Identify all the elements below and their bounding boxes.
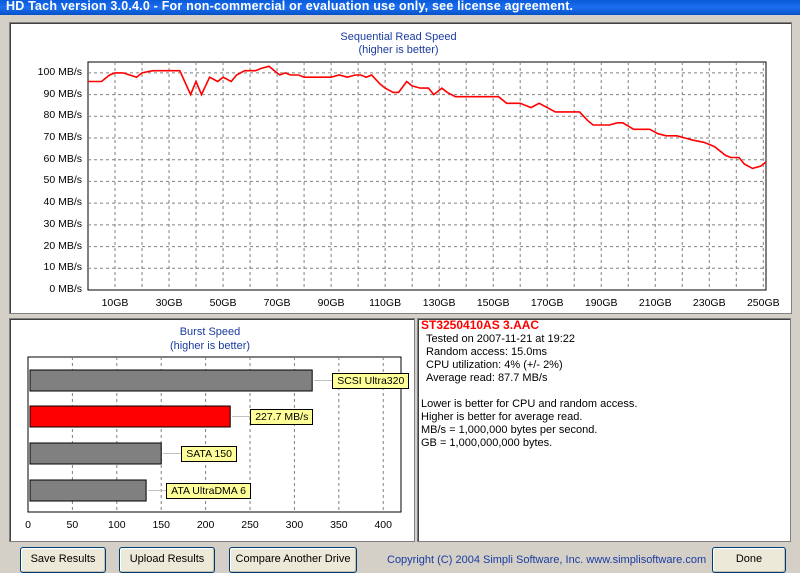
seq-x-tick: 70GB [263, 297, 291, 309]
seq-read-line [88, 65, 767, 170]
seq-x-tick: 250GB [746, 297, 780, 309]
window-title: HD Tach version 3.0.4.0 - For non-commer… [6, 0, 574, 13]
seq-x-tick: 130GB [422, 297, 456, 309]
compare-drive-button[interactable]: Compare Another Drive [229, 547, 357, 573]
drive-model: ST3250410AS 3.AAC [421, 318, 540, 332]
seq-y-tick: 20 MB/s [43, 239, 82, 252]
seq-x-tick: 50GB [209, 297, 237, 309]
info-panel [417, 318, 791, 542]
seq-x-tick: 150GB [476, 297, 510, 309]
note-mbs: MB/s = 1,000,000 bytes per second. [421, 424, 598, 436]
copyright-text: Copyright (C) 2004 Simpli Software, Inc.… [387, 554, 707, 566]
burst-bar [29, 442, 162, 465]
save-results-button[interactable]: Save Results [20, 547, 106, 573]
burst-bar [29, 405, 231, 428]
burst-x-tick: 200 [196, 519, 215, 531]
random-access: Random access: 15.0ms [426, 346, 548, 358]
seq-x-tick: 210GB [638, 297, 672, 309]
burst-x-tick: 300 [285, 519, 304, 531]
burst-bar [29, 369, 313, 392]
burst-x-tick: 400 [374, 519, 392, 531]
burst-x-tick: 150 [152, 519, 170, 531]
seq-x-tick: 230GB [692, 297, 726, 309]
burst-x-tick: 250 [241, 519, 259, 531]
upload-results-button[interactable]: Upload Results [119, 547, 215, 573]
burst-chart-title: Burst Speed [179, 326, 241, 338]
done-button[interactable]: Done [712, 547, 786, 573]
seq-plot-area [87, 61, 767, 291]
tested-date: Tested on 2007-11-21 at 19:22 [426, 333, 576, 345]
burst-bar-label: ATA UltraDMA 6 [166, 483, 251, 499]
burst-bar [29, 479, 147, 502]
burst-chart-subtitle: (higher is better) [169, 340, 251, 352]
seq-chart-subtitle: (higher is better) [358, 44, 439, 56]
seq-x-tick: 90GB [317, 297, 345, 309]
seq-y-tick: 0 MB/s [49, 283, 82, 295]
note-gb: GB = 1,000,000,000 bytes. [421, 437, 553, 449]
seq-y-tick: 60 MB/s [43, 152, 82, 165]
burst-x-tick: 50 [66, 519, 79, 531]
burst-x-tick: 350 [330, 519, 348, 531]
seq-y-tick: 100 MB/s [37, 65, 82, 78]
title-bar: HD Tach version 3.0.4.0 - For non-commer… [0, 0, 800, 15]
seq-x-tick: 10GB [101, 297, 129, 309]
note-higher-better: Higher is better for average read. [421, 411, 583, 423]
seq-x-tick: 110GB [369, 297, 402, 309]
cpu-utilization: CPU utilization: 4% (+/- 2%) [426, 359, 563, 371]
seq-x-tick: 190GB [584, 297, 618, 309]
burst-bar-label: SCSI Ultra320 [332, 373, 410, 389]
seq-y-tick: 70 MB/s [43, 131, 82, 143]
burst-x-tick: 0 [25, 519, 31, 531]
seq-y-tick: 10 MB/s [43, 261, 82, 274]
seq-y-tick: 90 MB/s [43, 87, 82, 100]
seq-y-tick: 40 MB/s [43, 196, 82, 209]
burst-x-tick: 100 [108, 519, 126, 531]
average-read: Average read: 87.7 MB/s [426, 372, 548, 384]
seq-y-tick: 30 MB/s [43, 217, 82, 230]
note-lower-better: Lower is better for CPU and random acces… [421, 398, 638, 410]
seq-y-tick: 50 MB/s [43, 174, 82, 187]
burst-bar-label: 227.7 MB/s [250, 409, 314, 425]
seq-chart-title: Sequential Read Speed [340, 31, 457, 43]
seq-x-tick: 30GB [155, 297, 183, 309]
burst-bar-label: SATA 150 [181, 446, 237, 462]
seq-x-tick: 170GB [530, 297, 564, 309]
seq-y-tick: 80 MB/s [43, 109, 82, 122]
